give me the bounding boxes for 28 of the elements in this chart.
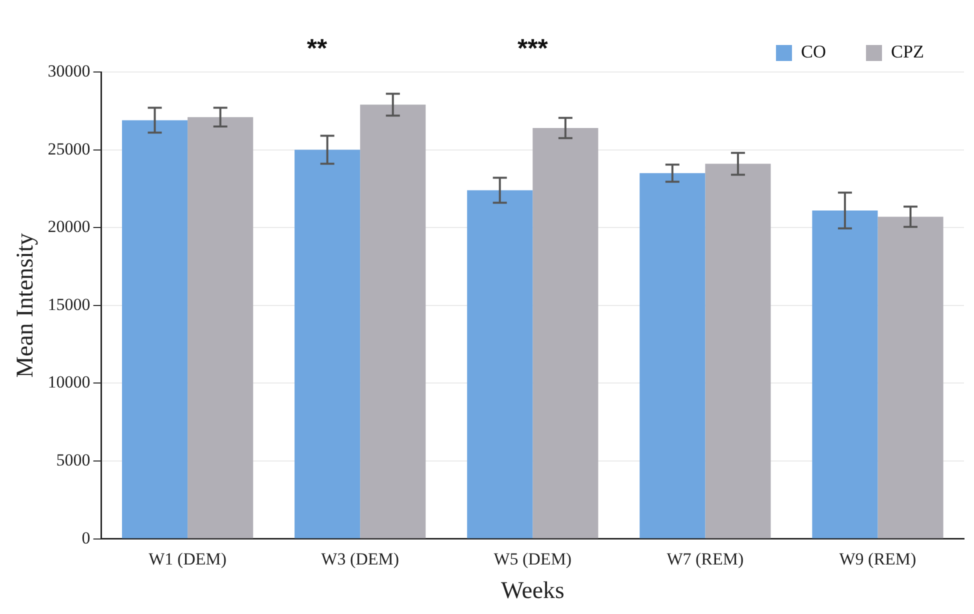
y-tick-label: 30000 [48, 61, 90, 80]
y-tick-label: 5000 [56, 450, 90, 470]
bar [122, 120, 188, 538]
x-tick-label: W9 (REM) [839, 549, 916, 568]
x-tick-label: W5 (DEM) [494, 549, 572, 568]
x-tick-label: W7 (REM) [666, 549, 744, 568]
bar [812, 210, 878, 538]
bar [640, 173, 706, 538]
x-tick-label: W3 (DEM) [321, 549, 400, 568]
bar [360, 104, 426, 538]
legend-label: CPZ [890, 42, 924, 62]
text: ** [306, 33, 328, 64]
bar [188, 117, 254, 538]
y-tick-label: 15000 [48, 294, 90, 314]
bar [532, 128, 598, 538]
x-tick-label: W1 (DEM) [148, 549, 227, 568]
bar [467, 190, 533, 538]
y-axis-title: Mean Intensity [12, 233, 39, 378]
y-tick-label: 25000 [48, 139, 90, 158]
y-tick-label: 0 [82, 528, 90, 548]
legend-label: CO [800, 42, 826, 62]
x-axis-title: Weeks [500, 578, 564, 604]
bar [294, 150, 360, 538]
bar [705, 164, 771, 538]
text: *** [517, 33, 549, 64]
bar [878, 216, 944, 538]
y-tick-label: 10000 [48, 372, 90, 392]
y-tick-label: 20000 [48, 217, 90, 236]
